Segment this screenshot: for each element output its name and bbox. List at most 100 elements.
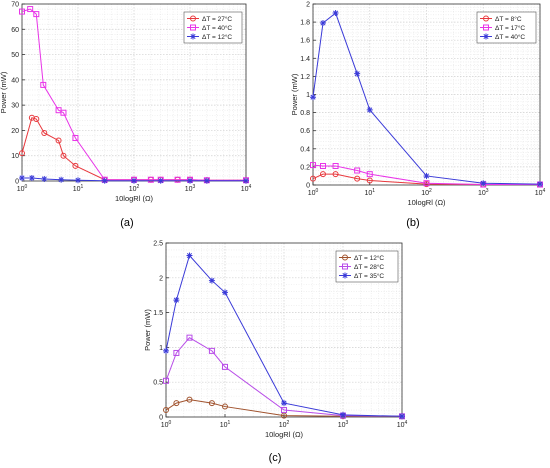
x-tick-label: 104 — [397, 420, 408, 429]
data-point — [332, 171, 339, 178]
x-tick-base: 10 — [279, 422, 287, 429]
legend-marker — [483, 15, 489, 22]
data-point — [537, 181, 543, 188]
y-axis-label: Power (mW) — [143, 309, 152, 351]
data-point — [33, 11, 40, 18]
legend-marker — [190, 15, 196, 22]
legend-marker — [342, 272, 348, 279]
data-point — [75, 177, 81, 184]
y-axis-label: Power (mW) — [0, 71, 8, 113]
series-line — [165, 254, 403, 417]
y-tick-label: 1 — [306, 92, 310, 99]
legend-label: ΔT = 28°C — [354, 263, 384, 271]
data-point — [366, 106, 373, 113]
data-point — [41, 129, 48, 136]
y-tick-label: 1 — [159, 345, 163, 352]
x-tick-exponent: 3 — [193, 184, 196, 190]
data-point — [222, 403, 228, 410]
data-point — [147, 176, 154, 183]
x-tick-exponent: 0 — [316, 188, 319, 194]
data-point — [310, 162, 316, 169]
y-tick-label: 2.5 — [153, 241, 163, 248]
x-tick-label: 103 — [478, 188, 489, 197]
x-tick-label: 102 — [421, 188, 432, 197]
y-tick-label: 70 — [11, 2, 19, 9]
x-tick-exponent: 4 — [543, 188, 546, 194]
x-tick-exponent: 4 — [249, 184, 252, 190]
legend-marker — [483, 24, 489, 31]
x-tick-exponent: 4 — [405, 420, 408, 426]
y-tick-label: 2 — [306, 2, 310, 9]
y-tick-label: 0 — [306, 183, 310, 190]
y-tick-label: 0.6 — [300, 128, 310, 135]
legend-marker — [190, 33, 196, 40]
x-tick-label: 103 — [185, 184, 196, 193]
legend-marker — [190, 24, 196, 31]
y-tick-label: 2 — [159, 275, 163, 282]
legend-label: ΔT = 27°C — [202, 15, 232, 23]
x-tick-exponent: 3 — [486, 188, 489, 194]
data-point — [19, 8, 25, 15]
panel-caption: (b) — [406, 217, 419, 229]
data-point — [27, 6, 34, 13]
y-tick-label: 1.4 — [300, 56, 310, 63]
x-tick-base: 10 — [161, 422, 169, 429]
x-tick-exponent: 2 — [137, 184, 140, 190]
data-point — [187, 177, 193, 184]
x-tick-label: 100 — [161, 420, 172, 429]
data-point — [354, 70, 361, 77]
data-point — [366, 171, 373, 178]
data-point — [480, 180, 487, 187]
x-tick-label: 101 — [220, 420, 231, 429]
data-point — [310, 94, 316, 101]
y-tick-label: 0 — [15, 179, 19, 186]
x-tick-exponent: 1 — [228, 420, 231, 426]
data-point — [72, 135, 79, 142]
data-point — [203, 177, 210, 184]
chart-panel-2: 100 101 102 103 10400.20.40.60.811.21.41.61.… — [290, 2, 546, 230]
x-tick-base: 10 — [397, 422, 405, 429]
y-tick-label: 0.5 — [153, 380, 163, 387]
data-point — [399, 413, 405, 420]
data-point — [222, 363, 228, 370]
panel-caption: (a) — [120, 217, 133, 229]
legend-label: ΔT = 40°C — [202, 24, 232, 32]
y-tick-label: 1.2 — [300, 74, 310, 81]
data-point — [243, 177, 249, 184]
data-point — [186, 334, 193, 341]
legend-label: ΔT = 12°C — [354, 254, 384, 262]
data-point — [173, 400, 180, 407]
data-point — [281, 412, 287, 419]
data-point — [40, 81, 47, 88]
data-point — [281, 400, 287, 407]
legend-marker — [342, 263, 348, 270]
data-point — [101, 177, 108, 184]
x-tick-label: 104 — [241, 184, 252, 193]
data-point — [354, 167, 361, 174]
data-point — [163, 377, 169, 384]
data-point — [131, 177, 137, 184]
data-point — [423, 172, 430, 179]
axes-box — [165, 242, 403, 418]
data-point — [72, 162, 79, 169]
x-tick-exponent: 3 — [346, 420, 349, 426]
data-point — [33, 116, 40, 123]
legend-label: ΔT = 12°C — [202, 33, 232, 41]
x-axis-label: 10logRl (Ω) — [265, 430, 304, 439]
data-point — [208, 400, 215, 407]
data-point — [163, 347, 169, 354]
x-tick-label: 100 — [308, 188, 319, 197]
legend-label: ΔT = 35°C — [354, 272, 384, 280]
y-tick-label: 0.2 — [300, 164, 310, 171]
data-point — [310, 175, 316, 182]
data-point — [19, 174, 25, 181]
x-tick-exponent: 2 — [429, 188, 432, 194]
x-tick-base: 10 — [17, 186, 25, 193]
data-point — [319, 162, 326, 169]
y-tick-label: 1.8 — [300, 20, 310, 27]
data-point — [41, 175, 48, 182]
x-axis-label: 10logRl (Ω) — [407, 198, 446, 207]
legend-marker — [342, 254, 348, 261]
data-point — [366, 177, 373, 184]
